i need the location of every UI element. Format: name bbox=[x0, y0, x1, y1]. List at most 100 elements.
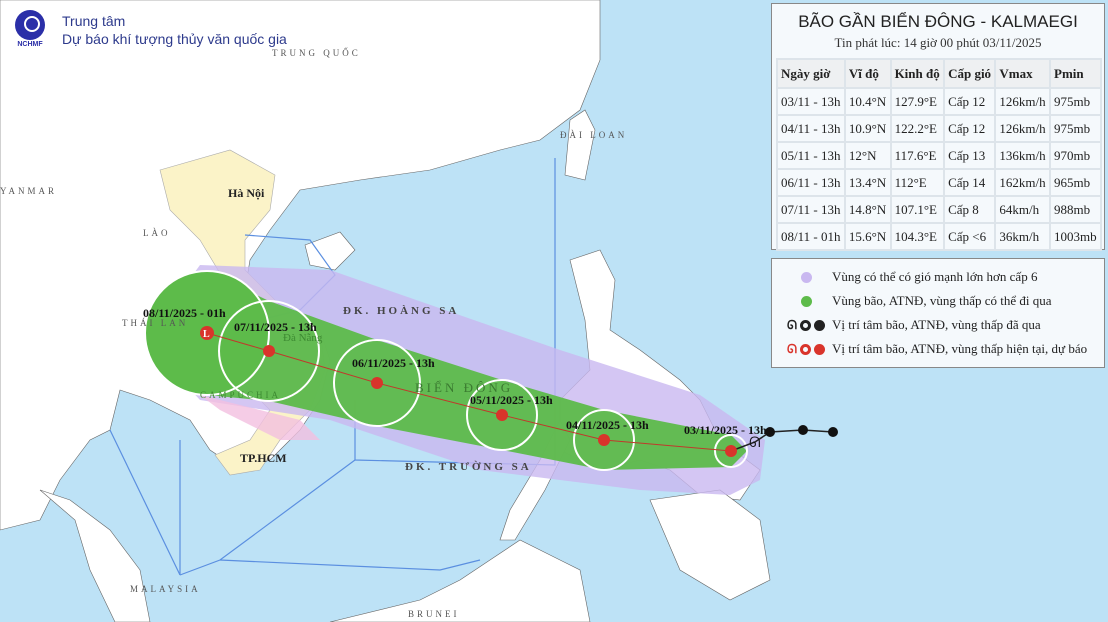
forecast-cone bbox=[207, 271, 747, 470]
table-cell: 107.1°E bbox=[889, 195, 946, 224]
mindanao-land bbox=[649, 489, 771, 601]
label-danang: Đà Nẵng bbox=[283, 332, 323, 344]
table-cell: 07/11 - 13h bbox=[776, 195, 846, 224]
taiwan-island bbox=[564, 109, 596, 181]
past-storm-icon bbox=[765, 427, 775, 437]
past-storm-icon: ᘏ bbox=[749, 436, 761, 451]
org-line2: Dự báo khí tượng thủy văn quốc gia bbox=[62, 31, 287, 47]
forecast-circle-05 bbox=[466, 379, 538, 451]
table-cell: 975mb bbox=[1049, 87, 1102, 116]
current-storm-icon bbox=[725, 445, 737, 457]
col-header: Pmin bbox=[1049, 58, 1102, 89]
label-myanmar: YANMAR bbox=[0, 186, 58, 196]
table-cell: 975mb bbox=[1049, 114, 1102, 143]
table-cell: 06/11 - 13h bbox=[776, 168, 846, 197]
table-cell: 64km/h bbox=[994, 195, 1051, 224]
strong-wind-zone-land bbox=[200, 395, 320, 440]
legend: Vùng có thể có gió mạnh lớn hơn cấp 6 Vù… bbox=[771, 258, 1105, 368]
table-cell: 1003mb bbox=[1049, 222, 1102, 251]
label-cambodia: CAMPUCHIA bbox=[200, 390, 282, 400]
past-storm-icon bbox=[828, 427, 838, 437]
table-cell: 965mb bbox=[1049, 168, 1102, 197]
table-cell: 126km/h bbox=[994, 114, 1051, 143]
table-cell: 988mb bbox=[1049, 195, 1102, 224]
label-hanoi: Hà Nội bbox=[228, 186, 265, 200]
header: NCHMF Trung tâm Dự báo khí tượng thủy văn… bbox=[10, 8, 287, 52]
track-label-04: 04/11/2025 - 13h bbox=[566, 418, 649, 432]
track-label-06: 06/11/2025 - 13h bbox=[352, 356, 435, 370]
label-laos: LÀO bbox=[143, 228, 171, 238]
label-hcm: TP.HCM bbox=[240, 451, 287, 465]
storm-icon bbox=[263, 345, 275, 357]
table-cell: Cấp 12 bbox=[943, 87, 997, 116]
storm-icon bbox=[598, 434, 610, 446]
col-header: Vmax bbox=[994, 58, 1051, 89]
table-cell: 05/11 - 13h bbox=[776, 141, 846, 170]
table-row: 04/11 - 13h 10.9°N 122.2°E Cấp 12 126km/h 975… bbox=[776, 114, 1102, 143]
table-cell: 14.8°N bbox=[843, 195, 892, 224]
malay-peninsula bbox=[39, 489, 151, 622]
table-cell: 04/11 - 13h bbox=[776, 114, 846, 143]
forecast-circle-04 bbox=[573, 409, 635, 471]
table-cell: 104.3°E bbox=[889, 222, 946, 251]
storm-info-panel: BÃO GẦN BIỂN ĐÔNG - KALMAEGI Tin phát lú… bbox=[771, 3, 1105, 251]
table-cell: 03/11 - 13h bbox=[776, 87, 846, 116]
label-paracel: ĐK. HOÀNG SA bbox=[343, 305, 460, 317]
legend-item: Vùng bão, ATNĐ, vùng thấp có thể đi qua bbox=[780, 289, 1096, 313]
table-cell: Cấp 14 bbox=[943, 168, 997, 197]
track-label-05: 05/11/2025 - 13h bbox=[470, 393, 553, 407]
past-storm-icon bbox=[798, 425, 808, 435]
storm-icon bbox=[496, 409, 508, 421]
panel-title: BÃO GẦN BIỂN ĐÔNG - KALMAEGI bbox=[798, 12, 1078, 31]
table-cell: 136km/h bbox=[994, 141, 1051, 170]
table-row: 03/11 - 13h 10.4°N 127.9°E Cấp 12 126km/h 975… bbox=[776, 87, 1102, 116]
low-icon bbox=[200, 326, 214, 340]
label-taiwan: ĐÀI LOAN bbox=[560, 130, 628, 140]
track-label-08: 08/11/2025 - 01h bbox=[143, 306, 226, 320]
table-cell: 162km/h bbox=[994, 168, 1051, 197]
depression-icon bbox=[799, 343, 811, 355]
forecast-table: Ngày giờ Vĩ độ Kinh độ Cấp gió Vmax Pmin 03/1… bbox=[776, 58, 1102, 251]
org-line1: Trung tâm bbox=[62, 13, 126, 29]
label-malaysia: MALAYSIA bbox=[130, 584, 201, 594]
table-cell: 08/11 - 01h bbox=[776, 222, 846, 251]
forecast-circle-06 bbox=[333, 339, 421, 427]
track-label-03: 03/11/2025 - 13h bbox=[684, 423, 767, 437]
low-icon bbox=[813, 343, 825, 355]
storm-icon: ᘏ bbox=[787, 317, 797, 332]
col-header: Vĩ độ bbox=[843, 58, 892, 89]
issued-time: Tin phát lúc: 14 giờ 00 phút 03/11/2025 bbox=[834, 35, 1042, 50]
table-cell: 126km/h bbox=[994, 87, 1051, 116]
table-cell: Cấp 13 bbox=[943, 141, 997, 170]
low-icon bbox=[813, 319, 825, 331]
label-east-sea: BIỂN ĐÔNG bbox=[415, 380, 514, 395]
label-thailand: THÁI LAN bbox=[122, 318, 189, 328]
col-header: Cấp gió bbox=[943, 58, 997, 89]
table-cell: 127.9°E bbox=[889, 87, 946, 116]
wind-zone-swatch bbox=[800, 271, 812, 283]
col-header: Kinh độ bbox=[889, 58, 946, 89]
table-cell: Cấp 8 bbox=[943, 195, 997, 224]
table-cell: 970mb bbox=[1049, 141, 1102, 170]
table-cell: 10.4°N bbox=[843, 87, 892, 116]
label-china: TRUNG QUỐC bbox=[272, 48, 361, 58]
table-cell: 112°E bbox=[889, 168, 946, 197]
depression-icon bbox=[799, 319, 811, 331]
label-spratly: ĐK. TRƯỜNG SA bbox=[405, 461, 532, 473]
table-row: 08/11 - 01h 15.6°N 104.3°E Cấp <6 36km/h 1003… bbox=[776, 222, 1102, 251]
nchmf-logo: NCHMF bbox=[10, 8, 50, 52]
label-brunei: BRUNEI bbox=[408, 609, 460, 619]
table-cell: Cấp 12 bbox=[943, 114, 997, 143]
forecast-positions: L bbox=[200, 326, 737, 457]
table-cell: 10.9°N bbox=[843, 114, 892, 143]
table-cell: 12°N bbox=[843, 141, 892, 170]
col-header: Ngày giờ bbox=[776, 58, 846, 89]
track-line bbox=[206, 332, 732, 452]
storm-icon bbox=[371, 377, 383, 389]
past-positions: ᘏ bbox=[749, 425, 838, 451]
track-label-07: 07/11/2025 - 13h bbox=[234, 320, 317, 334]
hainan-island bbox=[304, 231, 356, 271]
table-row: 07/11 - 13h 14.8°N 107.1°E Cấp 8 64km/h 988mb bbox=[776, 195, 1102, 224]
legend-item: ᘏ Vị trí tâm bão, ATNĐ, vùng thấp đã qua bbox=[787, 317, 1041, 332]
